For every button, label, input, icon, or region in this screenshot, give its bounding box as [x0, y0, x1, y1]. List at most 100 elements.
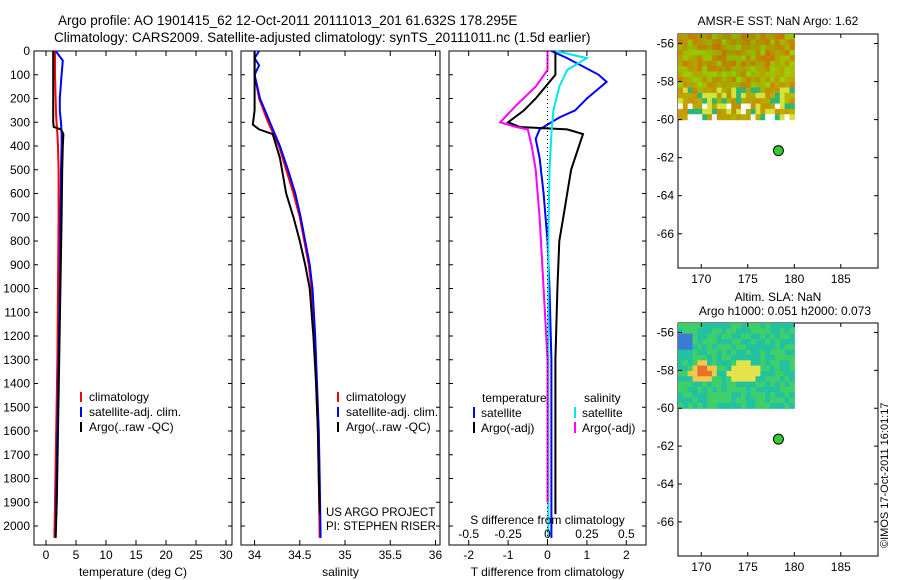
- legend-label: Argo(-adj): [481, 421, 534, 435]
- heatmap-cell: [740, 76, 747, 83]
- heatmap-cell: [726, 34, 732, 40]
- legend-header-temperature: temperature: [482, 391, 547, 405]
- heatmap-cell: [707, 108, 713, 115]
- heatmap-cell: [682, 92, 689, 99]
- heatmap-cell: [770, 365, 776, 372]
- heatmap-cell: [711, 370, 718, 377]
- heatmap-cell: [682, 55, 689, 62]
- heatmap-cell: [731, 87, 737, 94]
- heatmap-cell: [682, 386, 689, 393]
- heatmap-cell: [740, 386, 747, 393]
- heatmap-cell: [697, 344, 703, 351]
- heatmap-cell: [750, 60, 757, 67]
- heatmap-cell: [740, 376, 747, 383]
- heatmap-cell: [726, 66, 732, 73]
- heatmap-cell: [682, 333, 689, 340]
- heatmap-cell: [760, 328, 766, 335]
- heatmap-cell: [731, 55, 737, 62]
- heatmap-cell: [755, 392, 761, 399]
- heatmap-cell: [750, 66, 757, 73]
- heatmap-cell: [678, 376, 684, 383]
- project-annotation: US ARGO PROJECT: [326, 507, 435, 519]
- heatmap-cell: [702, 376, 708, 383]
- heatmap-cell: [716, 39, 723, 46]
- heatmap-cell: [784, 397, 791, 404]
- heatmap-cell: [774, 354, 781, 361]
- heatmap-cell: [702, 328, 708, 335]
- heatmap-cell: [750, 323, 757, 329]
- pi-annotation: PI: STEPHEN RISER: [326, 521, 436, 533]
- heatmap-cell: [678, 338, 684, 345]
- heatmap-cell: [750, 344, 757, 351]
- heatmap-cell: [770, 98, 776, 105]
- heatmap-cell: [721, 34, 728, 40]
- heatmap-cell: [750, 71, 757, 78]
- heatmap-cell: [784, 66, 791, 73]
- heatmap-cell: [774, 381, 781, 388]
- heatmap-cell: [721, 66, 728, 73]
- heatmap-cell: [716, 87, 723, 94]
- heatmap-cell: [760, 114, 766, 121]
- heatmap-cell: [745, 87, 752, 94]
- heatmap-cell: [697, 323, 703, 329]
- heatmap-cell: [707, 376, 713, 383]
- heatmap-cell: [716, 114, 723, 121]
- heatmap-cell: [774, 103, 781, 110]
- heatmap-cell: [687, 66, 694, 73]
- heatmap-cell: [731, 354, 737, 361]
- heatmap-cell: [770, 370, 776, 377]
- series-line: [534, 50, 609, 538]
- heatmap-cell: [697, 39, 703, 46]
- heatmap-cell: [721, 114, 728, 121]
- heatmap-cell: [736, 338, 742, 345]
- heatmap-cell: [726, 39, 732, 46]
- figure-title-line1: Argo profile: AO 1901415_62 12-Oct-2011 …: [58, 13, 517, 28]
- heatmap-cell: [755, 87, 761, 94]
- series-line: [506, 51, 585, 515]
- heatmap-cell: [716, 44, 723, 51]
- heatmap-cell: [721, 381, 728, 388]
- heatmap-cell: [779, 333, 786, 340]
- heatmap-cell: [716, 82, 723, 89]
- x-axis-label: temperature (deg C): [79, 565, 187, 579]
- heatmap-cell: [702, 392, 708, 399]
- heatmap-cell: [760, 39, 766, 46]
- heatmap-cell: [687, 370, 694, 377]
- heatmap-cell: [765, 55, 771, 62]
- heatmap-cell: [736, 114, 742, 121]
- heatmap-cell: [707, 44, 713, 51]
- heatmap-cell: [774, 98, 781, 105]
- x-tick-label: 15: [129, 548, 143, 562]
- heatmap-cell: [765, 44, 771, 51]
- heatmap-cell: [755, 82, 761, 89]
- heatmap-cell: [760, 55, 766, 62]
- x-tick-label: 0: [544, 548, 551, 562]
- heatmap-cell: [770, 103, 776, 110]
- heatmap-cell: [692, 76, 698, 83]
- heatmap-cell: [711, 60, 718, 67]
- heatmap-cell: [774, 338, 781, 345]
- heatmap-cell: [745, 55, 752, 62]
- heatmap-cell: [702, 34, 708, 40]
- heatmap-cell: [765, 349, 771, 356]
- heatmap-cell: [702, 354, 708, 361]
- heatmap-cell: [721, 98, 728, 105]
- heatmap-cell: [760, 365, 766, 372]
- heatmap-cell: [774, 76, 781, 83]
- heatmap-cell: [726, 60, 732, 67]
- heatmap-cell: [770, 50, 776, 57]
- heatmap-cell: [682, 108, 689, 115]
- heatmap-cell: [721, 55, 728, 62]
- heatmap-cell: [750, 55, 757, 62]
- heatmap-cell: [716, 34, 723, 40]
- heatmap-cell: [750, 397, 757, 404]
- heatmap-cell: [740, 381, 747, 388]
- heatmap-cell: [736, 60, 742, 67]
- heatmap-cell: [745, 354, 752, 361]
- heatmap-cell: [745, 82, 752, 89]
- difference-panel: -2 -1 0 1 2 T difference from climatology S di…: [448, 50, 647, 579]
- heatmap-cell: [760, 338, 766, 345]
- heatmap-cell: [784, 98, 791, 105]
- heatmap-cell: [731, 98, 737, 105]
- heatmap-cell: [731, 402, 737, 409]
